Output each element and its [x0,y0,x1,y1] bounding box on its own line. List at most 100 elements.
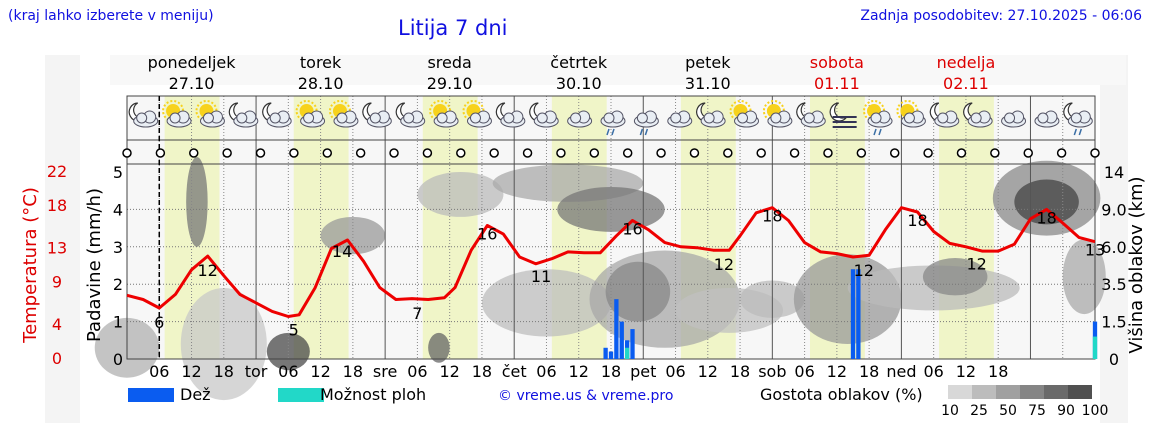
x-tick-label: 18 [601,362,621,381]
page-title: Litija 7 dni [398,16,508,40]
day-date: 02.11 [943,74,989,93]
wind-calm-marker [889,148,900,158]
cloud-height-tick: 9.0 [1101,200,1126,219]
cloud-density-blob [186,157,208,247]
moon-cloud-icon [963,102,993,128]
x-tick-label: 06 [149,362,169,381]
cloud-density-level: 25 [970,403,988,419]
daylight-band [939,96,994,359]
x-tick-label: ned [886,362,916,381]
x-tick-label: 06 [536,362,556,381]
sun-cloud-icon [162,100,192,128]
rain-bar [850,269,856,359]
rain-bar [608,351,614,359]
wind-calm-marker [322,148,333,158]
copyright-link[interactable]: © vreme.us & vreme.pro [498,388,674,404]
rain-bar [630,329,635,359]
temperature-tick: 22 [47,162,67,181]
temperature-axis-label: Temperatura (°C) [20,187,41,344]
x-tick-label: 06 [665,362,685,381]
cloud-height-axis-label: Višina oblakov (km) [1126,176,1147,353]
wind-calm-marker [689,148,700,158]
rain-bar [603,347,608,359]
cloud-density-blob [417,172,504,217]
wind-calm-marker [923,148,933,158]
sun-cloud-icon [429,100,459,128]
temperature-label: 11 [531,267,551,286]
x-tick-label: 06 [407,362,427,381]
shower-bar [1092,336,1098,359]
temperature-label: 14 [332,242,352,261]
shower-bar [624,347,630,359]
sun-cloud-icon [295,100,326,128]
wind-calm-marker [756,148,766,158]
day-date: 27.10 [169,74,215,93]
wind-calm-marker [990,148,1000,158]
sun-cloud-icon [896,100,926,128]
showers-legend-label: Možnost ploh [320,385,427,404]
cloud-density-blob [605,261,671,322]
temperature-label: 18 [762,207,782,226]
wind-calm-marker [155,148,166,158]
cloud-density-swatch [948,385,972,399]
moon-cloud-icon [262,102,292,128]
moon-cloud-icon [529,102,559,128]
x-tick-label: 12 [698,362,718,381]
temperature-label: 12 [197,261,217,280]
moon-cloud-rain-icon [1063,102,1093,136]
rain-legend-swatch [128,388,174,402]
wind-calm-marker [956,148,967,158]
moon-cloud-icon [228,102,259,128]
x-tick-label: pet [630,362,656,381]
wind-calm-marker [1090,148,1100,158]
x-tick-label: 12 [569,362,589,381]
sun-cloud-icon [195,100,225,128]
day-name: sobota [810,53,864,72]
cloud-density-level: 100 [1082,403,1109,419]
wind-calm-marker [222,148,232,158]
showers-legend-swatch [278,388,324,402]
cloud-icon [1001,110,1027,128]
temperature-label: 5 [289,321,299,340]
wind-calm-marker [422,148,433,158]
x-tick-label: 12 [439,362,459,381]
x-tick-label: sob [758,362,786,381]
precip-tick: 0 [113,350,123,369]
temperature-label: 16 [477,225,497,244]
x-tick-label: 12 [181,362,201,381]
day-name: petek [685,53,731,72]
location-hint[interactable]: (kraj lahko izberete v meniju) [8,8,214,24]
day-name: torek [300,53,342,72]
wind-calm-marker [589,148,600,158]
cloud-rain-icon [633,110,659,136]
sun-cloud-icon [762,100,793,128]
cloud-density-legend-label: Gostota oblakov (%) [760,385,923,404]
cloud-density-blob [428,332,450,363]
cloud-density-swatch [996,385,1020,399]
moon-fog-icon [829,102,857,128]
precip-tick: 4 [113,200,123,219]
x-tick-label: sre [373,362,397,381]
temperature-tick: 13 [47,239,67,258]
cloud-density-blob [180,287,267,401]
temperature-label: 13 [1085,241,1105,260]
x-tick-label: 18 [472,362,492,381]
wind-calm-marker [856,148,867,158]
cloud-density-level: 50 [999,403,1017,419]
temperature-label: 6 [154,313,164,332]
cloud-icon [567,110,593,128]
day-date: 29.10 [427,74,473,93]
rain-legend-label: Dež [180,385,211,404]
wind-calm-marker [389,148,399,158]
wind-calm-marker [489,148,499,158]
cloud-density-level: 90 [1057,403,1075,419]
wind-calm-marker [456,148,466,158]
x-tick-label: 06 [794,362,814,381]
x-tick-label: 18 [859,362,879,381]
x-tick-label: 12 [956,362,976,381]
cloud-density-level: 75 [1028,403,1046,419]
precip-tick: 2 [113,275,123,294]
cloud-height-tick: 3.5 [1101,275,1126,294]
rain-bar [856,269,861,359]
